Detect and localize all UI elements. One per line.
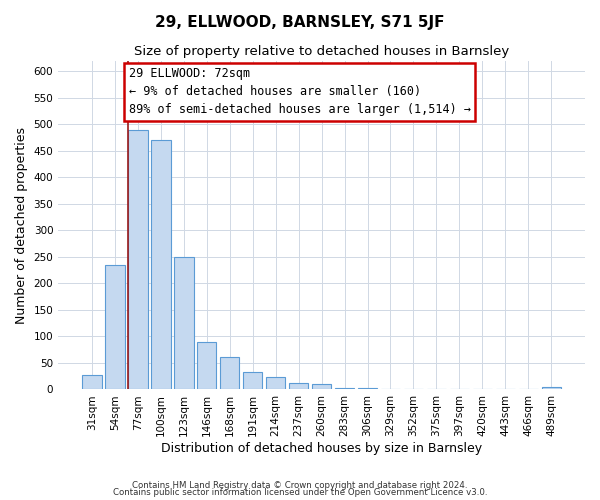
- Bar: [449, 389, 469, 390]
- Text: Contains public sector information licensed under the Open Government Licence v3: Contains public sector information licen…: [113, 488, 487, 497]
- Bar: [404, 389, 423, 390]
- Text: Contains HM Land Registry data © Crown copyright and database right 2024.: Contains HM Land Registry data © Crown c…: [132, 480, 468, 490]
- X-axis label: Distribution of detached houses by size in Barnsley: Distribution of detached houses by size …: [161, 442, 482, 455]
- Bar: [289, 382, 308, 390]
- Bar: [82, 375, 101, 390]
- Bar: [105, 265, 125, 390]
- Bar: [128, 130, 148, 390]
- Bar: [312, 384, 331, 390]
- Bar: [266, 376, 286, 390]
- Bar: [427, 389, 446, 390]
- Y-axis label: Number of detached properties: Number of detached properties: [15, 126, 28, 324]
- Bar: [220, 356, 239, 390]
- Bar: [174, 257, 194, 390]
- Bar: [542, 388, 561, 390]
- Bar: [243, 372, 262, 390]
- Bar: [358, 388, 377, 390]
- Title: Size of property relative to detached houses in Barnsley: Size of property relative to detached ho…: [134, 45, 509, 58]
- Bar: [335, 388, 355, 390]
- Bar: [151, 140, 170, 390]
- Text: 29 ELLWOOD: 72sqm
← 9% of detached houses are smaller (160)
89% of semi-detached: 29 ELLWOOD: 72sqm ← 9% of detached house…: [128, 68, 470, 116]
- Text: 29, ELLWOOD, BARNSLEY, S71 5JF: 29, ELLWOOD, BARNSLEY, S71 5JF: [155, 15, 445, 30]
- Bar: [197, 342, 217, 390]
- Bar: [381, 389, 400, 390]
